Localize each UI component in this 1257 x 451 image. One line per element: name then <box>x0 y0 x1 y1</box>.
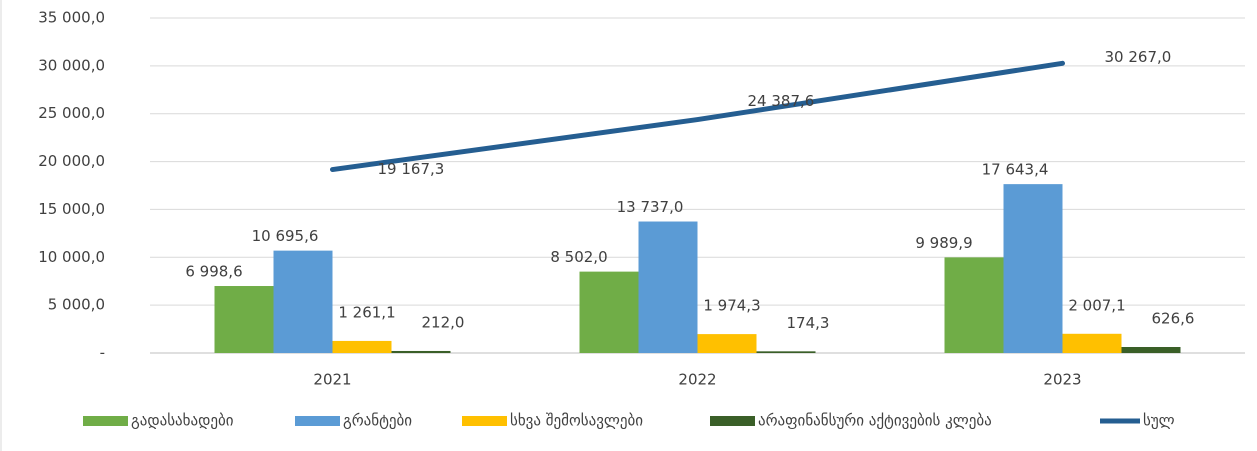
data-label: 13 737,0 <box>617 198 684 216</box>
data-label: 1 261,1 <box>338 303 395 321</box>
bar <box>1062 333 1122 353</box>
x-tick-label: 2023 <box>1043 371 1081 389</box>
data-label: 8 502,0 <box>550 248 607 266</box>
legend-label: გადასახადები <box>131 412 234 430</box>
data-label: 2 007,1 <box>1068 296 1125 314</box>
x-tick-label: 2021 <box>313 371 351 389</box>
y-tick-label: 10 000,0 <box>38 248 105 266</box>
legend-swatch <box>462 416 507 426</box>
bar <box>1003 184 1063 353</box>
bar <box>638 221 698 353</box>
legend-label: სულ <box>1143 412 1175 430</box>
data-label: 626,6 <box>1152 310 1195 328</box>
bar <box>1121 347 1181 353</box>
data-label: 24 387,6 <box>748 92 815 110</box>
y-tick-label: 35 000,0 <box>38 9 105 27</box>
y-tick-label: 30 000,0 <box>38 56 105 74</box>
bar <box>944 257 1004 353</box>
data-label: 212,0 <box>422 313 465 331</box>
y-tick-label: - <box>100 344 105 362</box>
y-tick-label: 5 000,0 <box>48 296 105 314</box>
bar <box>756 351 816 353</box>
y-tick-label: 25 000,0 <box>38 104 105 122</box>
y-tick-label: 20 000,0 <box>38 152 105 170</box>
legend-swatch <box>295 416 340 426</box>
bar <box>391 350 451 353</box>
legend-label: სხვა შემოსავლები <box>510 412 643 430</box>
legend-swatch <box>710 416 755 426</box>
legend-swatch <box>83 416 128 426</box>
bar <box>214 286 274 353</box>
data-label: 10 695,6 <box>252 227 319 245</box>
data-label: 30 267,0 <box>1105 48 1172 66</box>
legend-label: გრანტები <box>343 412 412 430</box>
data-label: 6 998,6 <box>185 263 242 281</box>
data-label: 9 989,9 <box>915 234 972 252</box>
bar <box>332 340 392 353</box>
data-label: 1 974,3 <box>703 297 760 315</box>
data-label: 19 167,3 <box>378 160 445 178</box>
y-tick-label: 15 000,0 <box>38 200 105 218</box>
bar <box>579 271 639 353</box>
data-label: 174,3 <box>787 314 830 332</box>
x-tick-label: 2022 <box>678 371 716 389</box>
data-label: 17 643,4 <box>982 161 1049 179</box>
bar <box>697 334 757 353</box>
bar <box>273 250 333 353</box>
legend-label: არაფინანსური აქტივების კლება <box>758 412 992 430</box>
line <box>330 60 1065 173</box>
